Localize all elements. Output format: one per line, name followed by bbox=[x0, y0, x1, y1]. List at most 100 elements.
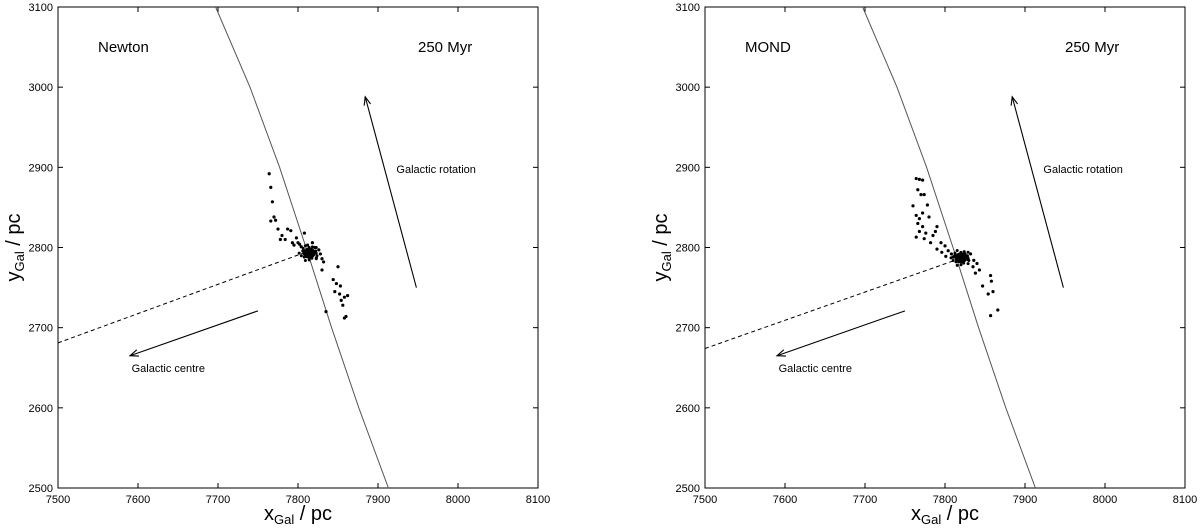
y-tick-label: 2700 bbox=[29, 323, 53, 335]
data-point bbox=[269, 219, 273, 223]
data-point bbox=[320, 257, 324, 261]
data-point bbox=[940, 250, 944, 254]
x-tick-label: 8100 bbox=[526, 494, 550, 506]
cluster-member bbox=[310, 245, 314, 249]
x-tick-label: 7600 bbox=[773, 494, 797, 506]
data-point bbox=[939, 241, 943, 245]
cluster-member bbox=[301, 249, 305, 253]
cluster-member bbox=[962, 250, 966, 254]
data-point bbox=[324, 310, 328, 314]
data-point bbox=[269, 185, 273, 189]
data-point bbox=[916, 188, 920, 192]
y-tick-label: 3100 bbox=[676, 2, 700, 14]
cluster-member bbox=[949, 256, 953, 260]
data-point bbox=[267, 172, 271, 176]
x-tick-label: 7900 bbox=[366, 494, 390, 506]
y-tick-label: 2800 bbox=[676, 243, 700, 255]
x-tick-label: 7900 bbox=[1013, 494, 1037, 506]
x-tick-label: 7700 bbox=[853, 494, 877, 506]
cluster-member bbox=[965, 254, 969, 258]
plot-frame bbox=[704, 6, 1186, 489]
data-point bbox=[931, 233, 935, 238]
data-point bbox=[944, 254, 948, 258]
y-tick-label: 2600 bbox=[676, 403, 700, 415]
data-point bbox=[339, 298, 343, 303]
data-point bbox=[336, 265, 340, 269]
cluster-member bbox=[297, 251, 301, 255]
x-tick-label: 7500 bbox=[46, 494, 70, 506]
cluster-member bbox=[966, 262, 970, 266]
data-point bbox=[320, 268, 324, 272]
data-point bbox=[986, 292, 990, 296]
cluster-core bbox=[302, 247, 316, 259]
data-point bbox=[917, 229, 922, 234]
data-point bbox=[996, 308, 1000, 312]
data-point bbox=[298, 242, 302, 246]
data-point bbox=[289, 229, 293, 233]
cluster-member bbox=[953, 251, 957, 255]
data-point bbox=[342, 295, 346, 299]
cluster-core bbox=[954, 252, 968, 264]
cluster-member bbox=[959, 250, 963, 254]
cluster-member bbox=[302, 255, 306, 259]
y-axis-label: yGal / pc bbox=[650, 213, 674, 281]
data-point bbox=[274, 218, 278, 222]
x-tick-label: 8100 bbox=[1173, 494, 1197, 506]
data-point bbox=[342, 316, 346, 320]
time-label: 250 Myr bbox=[1065, 39, 1119, 56]
orbit-line bbox=[215, 7, 389, 488]
cluster-member bbox=[959, 263, 963, 267]
cluster-member bbox=[314, 245, 318, 249]
cluster-member bbox=[955, 249, 959, 253]
data-point bbox=[346, 294, 350, 298]
cluster-member bbox=[299, 254, 303, 258]
y-tick-label: 3100 bbox=[29, 2, 53, 14]
data-point bbox=[280, 233, 284, 238]
data-point bbox=[949, 252, 954, 256]
data-point bbox=[977, 268, 982, 272]
x-tick-label: 8000 bbox=[446, 494, 470, 506]
galactic-centre-arrow-shaft bbox=[129, 310, 259, 357]
data-layer bbox=[58, 7, 417, 488]
data-point bbox=[935, 225, 939, 229]
cluster-member bbox=[314, 249, 318, 253]
centre-direction-line bbox=[58, 251, 308, 344]
cluster-member bbox=[953, 254, 957, 258]
panel-mond: 7500 7600 7700 7800 7900 8000 8100 2500 2600 2700… bbox=[650, 2, 1197, 527]
data-point bbox=[916, 221, 920, 226]
panel-newton: 7500 7600 7700 7800 7900 8000 8100 2500 2600 2700… bbox=[3, 2, 550, 527]
data-layer bbox=[705, 7, 1064, 488]
galactic-rotation-arrow-shaft bbox=[1011, 96, 1064, 288]
cluster-member bbox=[310, 256, 314, 260]
data-point bbox=[341, 303, 345, 307]
cluster-member bbox=[315, 254, 319, 258]
cluster-member bbox=[307, 246, 311, 250]
data-point bbox=[973, 271, 978, 275]
orbit-line bbox=[862, 7, 1036, 488]
data-point bbox=[338, 284, 342, 288]
x-tick-label: 7600 bbox=[126, 494, 150, 506]
model-label: Newton bbox=[98, 39, 149, 56]
data-point bbox=[921, 211, 925, 215]
data-point bbox=[334, 281, 338, 286]
data-point bbox=[933, 229, 938, 234]
y-tick-label: 3000 bbox=[29, 82, 53, 94]
galactic-rotation-arrow-shaft bbox=[364, 96, 417, 288]
data-point bbox=[333, 289, 337, 294]
x-tick-label: 7500 bbox=[693, 494, 717, 506]
data-point bbox=[991, 289, 995, 294]
data-point bbox=[975, 261, 979, 266]
galactic-centre-arrow-head bbox=[128, 349, 140, 357]
y-tick-label: 2800 bbox=[29, 243, 53, 255]
data-point bbox=[989, 273, 993, 278]
data-point bbox=[969, 252, 973, 256]
data-point bbox=[919, 192, 923, 197]
data-point bbox=[924, 231, 928, 235]
data-point bbox=[290, 241, 294, 245]
data-point bbox=[331, 277, 335, 282]
data-point bbox=[981, 284, 985, 288]
data-point bbox=[302, 231, 306, 235]
y-axis-label: yGal / pc bbox=[3, 213, 27, 281]
x-tick-label: 8000 bbox=[1093, 494, 1117, 506]
